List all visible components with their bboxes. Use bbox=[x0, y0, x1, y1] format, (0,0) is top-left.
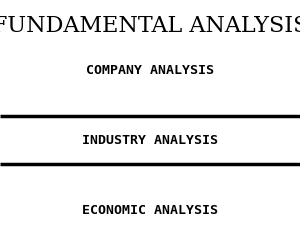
Text: INDUSTRY ANALYSIS: INDUSTRY ANALYSIS bbox=[82, 134, 218, 146]
Text: ECONOMIC ANALYSIS: ECONOMIC ANALYSIS bbox=[82, 204, 218, 216]
Text: FUNDAMENTAL ANALYSIS: FUNDAMENTAL ANALYSIS bbox=[0, 15, 300, 37]
Text: COMPANY ANALYSIS: COMPANY ANALYSIS bbox=[86, 64, 214, 76]
